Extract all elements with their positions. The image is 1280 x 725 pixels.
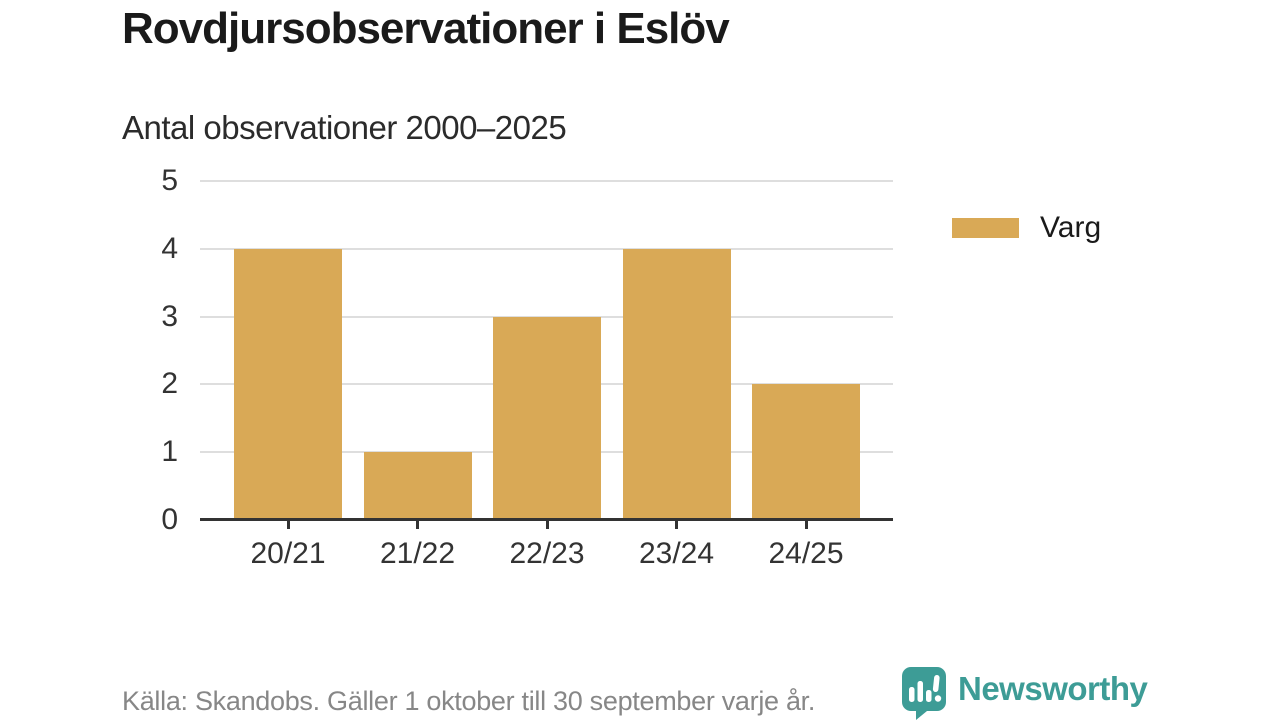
newsworthy-wordmark: Newsworthy (958, 670, 1148, 707)
x-tick-23-24 (675, 520, 678, 529)
x-axis-label-22-23: 22/23 (509, 537, 585, 570)
y-axis-label-5: 5 (161, 164, 178, 197)
chart-subtitle: Antal observationer 2000–2025 (122, 109, 567, 146)
bar-24-25 (752, 384, 860, 520)
legend-label-varg: Varg (1040, 211, 1102, 244)
y-axis-label-1: 1 (161, 435, 178, 469)
gridline-y-5 (200, 180, 893, 182)
x-axis-line (200, 518, 893, 521)
gridline-y-4 (200, 247, 893, 250)
chart-title: Rovdjursobservationer i Eslöv (122, 4, 730, 53)
y-axis-label-0: 0 (161, 503, 178, 536)
x-tick-20-21 (286, 520, 290, 529)
newsworthy-logo: Newsworthy (897, 664, 1148, 725)
y-axis-label-3: 3 (161, 299, 178, 333)
x-tick-21-22 (416, 520, 419, 529)
legend: Varg (952, 208, 1101, 248)
bar-21-22 (363, 452, 472, 520)
y-axis-label-4: 4 (161, 231, 178, 265)
x-axis-label-23-24: 23/24 (638, 537, 715, 570)
legend-swatch-varg (952, 218, 1019, 238)
newsworthy-speech-bubble-chart-icon (897, 664, 949, 725)
x-tick-24-25 (804, 520, 808, 529)
x-tick-22-23 (545, 520, 549, 529)
x-axis-label-21-22: 21/22 (379, 537, 456, 570)
plot-area: 0 1 2 3 4 5 20/21 21/22 22/23 23/24 24/25 (161, 165, 893, 570)
x-axis-label-24-25: 24/25 (768, 537, 844, 570)
source-note: Källa: Skandobs. Gäller 1 oktober till 3… (122, 686, 816, 716)
bar-20-21 (234, 248, 342, 520)
bar-23-24 (622, 248, 731, 520)
x-axis-label-20-21: 20/21 (250, 537, 326, 570)
bar-22-23 (493, 316, 601, 520)
y-axis-label-2: 2 (161, 367, 178, 401)
